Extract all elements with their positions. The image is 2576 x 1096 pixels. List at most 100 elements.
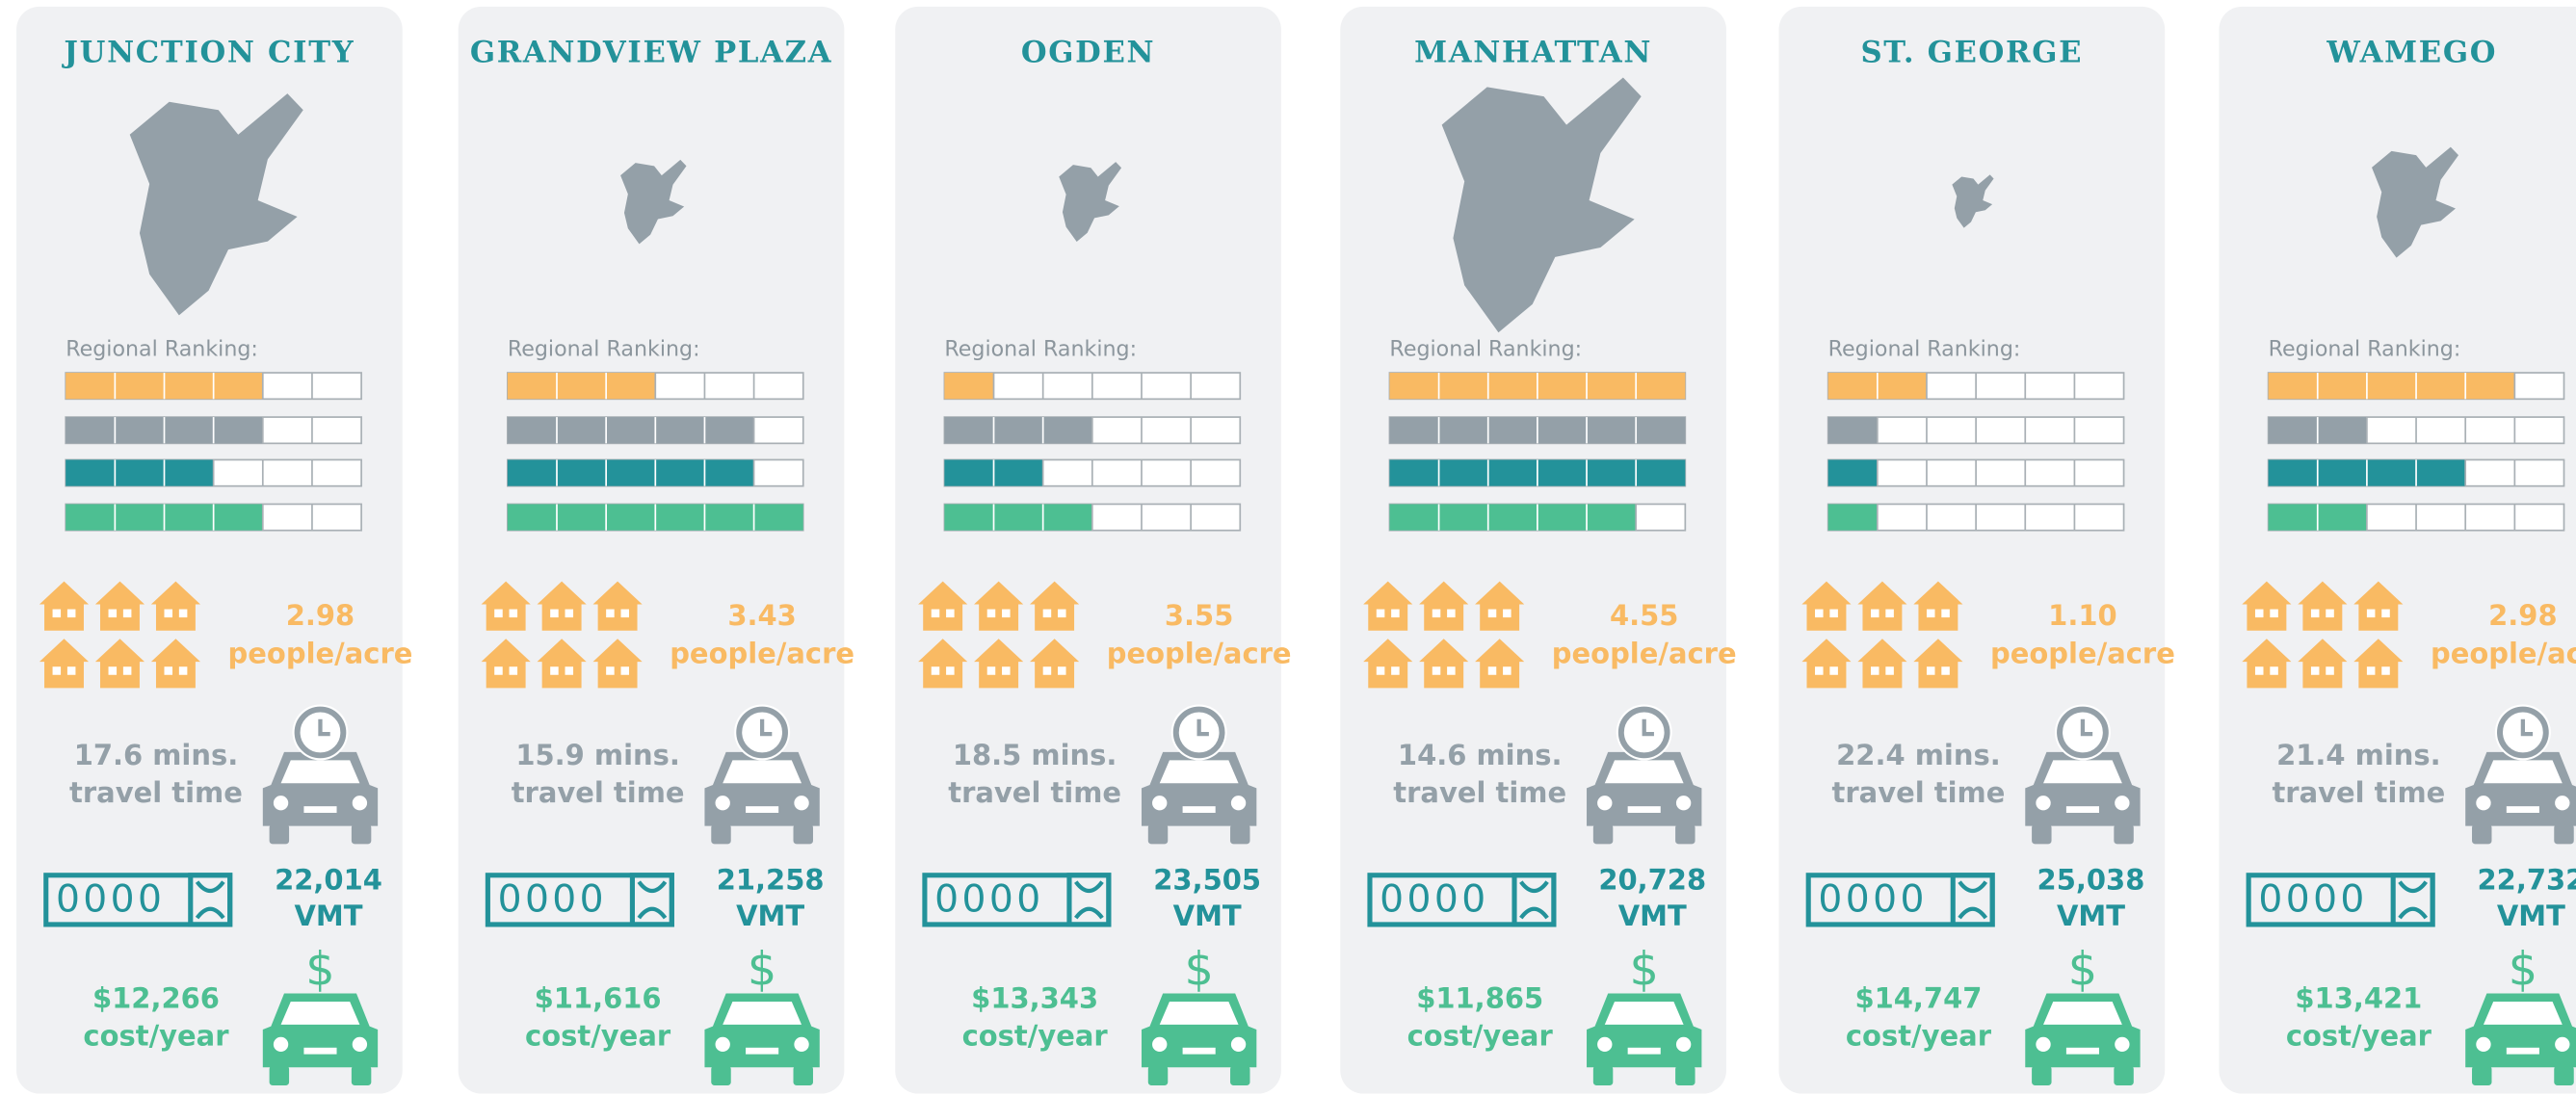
travel-unit: travel time xyxy=(1393,776,1566,809)
house-window xyxy=(1487,609,1497,618)
house-icon xyxy=(974,581,1024,631)
house-icon xyxy=(2353,581,2404,631)
wheel xyxy=(2472,1065,2492,1086)
travel-value: 21.4 mins. xyxy=(2276,739,2441,771)
density-value: 2.98 xyxy=(2488,599,2557,632)
house-window xyxy=(620,609,630,618)
house-window xyxy=(931,666,940,675)
headlight xyxy=(1152,796,1168,811)
house-icon xyxy=(39,639,90,689)
house-icon xyxy=(537,639,587,689)
wheel xyxy=(2114,1065,2134,1086)
house-window xyxy=(565,609,574,618)
house-window xyxy=(1941,666,1950,675)
cost-unit: cost/year xyxy=(525,1020,671,1053)
ranking-bar xyxy=(507,459,754,486)
ranking-label: Regional Ranking: xyxy=(2269,337,2461,362)
grille xyxy=(2065,1047,2099,1055)
house-window xyxy=(52,609,62,618)
house-window xyxy=(52,666,62,675)
vmt-value: 23,505 xyxy=(1153,864,1261,897)
grille xyxy=(2506,1047,2539,1055)
cost-value: $12,266 xyxy=(92,981,220,1014)
house-icon xyxy=(39,581,90,631)
wheel xyxy=(1230,1065,1250,1086)
house-window xyxy=(2381,609,2390,618)
house-window xyxy=(1391,609,1400,618)
wheel xyxy=(269,823,290,845)
headlight xyxy=(2555,1036,2570,1053)
house-window xyxy=(2366,666,2376,675)
house-window xyxy=(122,609,132,618)
house-icon xyxy=(1913,639,1963,689)
house-window xyxy=(1042,609,1052,618)
car-icon xyxy=(704,751,820,845)
house-window xyxy=(986,666,996,675)
house-window xyxy=(2326,666,2334,675)
ranking-label: Regional Ranking: xyxy=(508,337,700,362)
car-window xyxy=(280,1002,360,1025)
house-icon xyxy=(1030,581,1080,631)
house-window xyxy=(1376,666,1385,675)
car-icon xyxy=(1587,751,1702,845)
house-window xyxy=(2270,609,2278,618)
house-icon xyxy=(1801,581,1852,631)
cost-value: $11,616 xyxy=(535,981,662,1014)
headlight xyxy=(273,1036,289,1053)
city-map xyxy=(620,159,687,245)
car-icon xyxy=(1587,993,1702,1086)
house-window xyxy=(2366,609,2376,618)
house-window xyxy=(164,609,173,618)
clock-hands xyxy=(2080,718,2093,737)
wheel xyxy=(2032,1065,2052,1086)
headlight xyxy=(2036,796,2051,811)
car-icon xyxy=(1141,751,1257,845)
car-icon xyxy=(2025,993,2141,1086)
headlight xyxy=(352,796,368,811)
odometer-digits: 0000 xyxy=(56,878,165,922)
headlight xyxy=(352,1036,368,1053)
travel-value: 15.9 mins. xyxy=(515,739,680,771)
house-window xyxy=(946,666,955,675)
ranking-bar xyxy=(944,504,1092,531)
odometer-roll xyxy=(195,880,225,920)
odometer-digits: 0000 xyxy=(498,878,607,922)
vmt-value: 20,728 xyxy=(1598,864,1706,897)
headlight xyxy=(1230,1036,1247,1053)
clock-hands xyxy=(1196,718,1209,737)
car-window xyxy=(2483,760,2563,784)
density-unit: people/acre xyxy=(2431,637,2576,669)
cost-value: $14,747 xyxy=(1854,981,1982,1014)
wheel xyxy=(2114,823,2134,845)
wheel xyxy=(1147,823,1169,845)
house-window xyxy=(1447,666,1456,675)
house-icon xyxy=(974,639,1024,689)
house-icon xyxy=(1363,581,1413,631)
house-window xyxy=(931,609,940,618)
car-window xyxy=(2043,760,2122,784)
house-window xyxy=(1391,666,1400,675)
density-value: 2.98 xyxy=(286,599,355,632)
wheel xyxy=(793,1065,813,1086)
density-value: 3.55 xyxy=(1165,599,1233,632)
house-window xyxy=(1926,609,1935,618)
odometer-roll xyxy=(637,880,668,920)
cost-unit: cost/year xyxy=(2286,1020,2432,1053)
clock-hands xyxy=(759,718,773,737)
house-window xyxy=(1503,609,1511,618)
house-window xyxy=(606,609,615,618)
headlight xyxy=(2036,1036,2051,1053)
house-icon xyxy=(94,639,145,689)
house-window xyxy=(2310,609,2320,618)
odometer-digits: 0000 xyxy=(934,878,1043,922)
density-unit: people/acre xyxy=(1552,637,1737,669)
house-window xyxy=(2381,666,2390,675)
house-icon xyxy=(1419,639,1469,689)
house-window xyxy=(1885,609,1894,618)
headlight xyxy=(2476,1036,2491,1053)
ranking-label: Regional Ranking: xyxy=(944,337,1137,362)
density-value: 1.10 xyxy=(2048,599,2116,632)
wheel xyxy=(1147,1065,1169,1086)
